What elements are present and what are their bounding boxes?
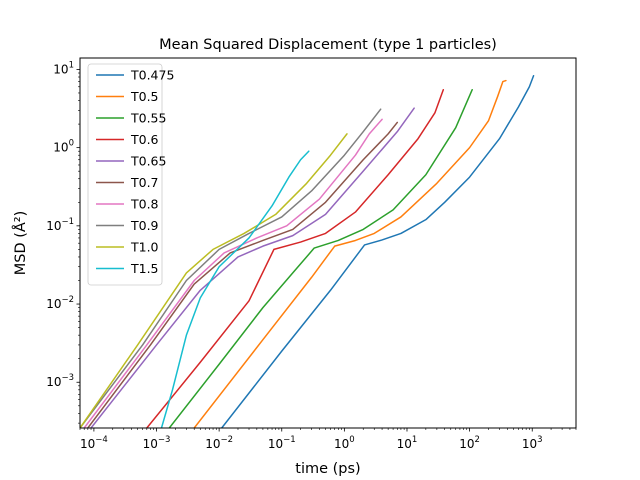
series-line-T0.55 [168,88,473,428]
x-tick-label-exponent: −2 [221,435,234,445]
x-tick-label: 10−1 [268,435,296,451]
x-tick-label-base: 10 [334,437,349,451]
chart-title: Mean Squared Displacement (type 1 partic… [159,37,497,53]
x-tick-label-base: 10 [522,437,537,451]
x-tick-label: 103 [522,435,543,451]
y-tick-label-exponent: −2 [61,295,74,305]
y-tick-label-exponent: 0 [69,139,74,149]
x-tick-label-base: 10 [205,437,220,451]
y-tick-label: 101 [53,60,74,76]
legend-label: T1.5 [130,261,159,276]
series-line-T0.65 [90,107,415,428]
y-tick-label: 100 [53,139,74,155]
legend-label: T0.8 [130,197,159,212]
x-tick-label-base: 10 [397,437,412,451]
y-tick-label-base: 10 [46,219,61,233]
x-tick-label-exponent: −4 [95,435,108,445]
series-line-T1.0 [80,133,348,428]
series-line-T0.9 [80,108,382,428]
y-tick-label: 10−3 [46,373,74,389]
legend-label: T0.55 [130,111,166,126]
series-line-T0.475 [220,75,535,428]
legend-label: T0.9 [130,218,159,233]
y-tick-label-exponent: 1 [69,60,74,70]
x-tick-label: 10−2 [205,435,233,451]
legend-label: T1.0 [130,240,159,255]
series-line-T0.8 [83,118,383,428]
y-tick-label-base: 10 [46,375,61,389]
legend-label: T0.7 [130,175,159,190]
y-tick-label: 10−2 [46,295,74,311]
y-tick-label-base: 10 [53,62,68,76]
x-tick-label-exponent: −3 [158,435,171,445]
x-tick-label-base: 10 [143,437,158,451]
x-tick-label: 100 [334,435,355,451]
y-tick-label-base: 10 [46,297,61,311]
y-tick-label: 10−1 [46,217,74,233]
x-tick-label-exponent: 3 [537,435,542,445]
x-tick-label: 10−4 [80,435,108,451]
x-tick-label-base: 10 [459,437,474,451]
y-tick-label-base: 10 [53,141,68,155]
x-tick-label: 101 [397,435,418,451]
legend-box [87,63,163,286]
y-tick-label-exponent: −3 [61,373,74,383]
x-axis: 10−4 10−3 10−2 10−1 100 101 102 103 [79,428,577,451]
series-line-T0.5 [193,79,507,428]
x-tick-label-base: 10 [80,437,95,451]
series-layer [80,75,535,428]
y-axis-label: MSD (Å²) [12,211,29,276]
x-tick-label: 102 [459,435,480,451]
x-axis-label: time (ps) [295,461,360,477]
legend: T0.475 T0.5 T0.55 T0.6 T0.65 T0.7 T0.8 T0.9 T1.0… [87,63,174,286]
series-line-T0.7 [87,121,399,428]
legend-label: T0.6 [130,132,159,147]
x-tick-label-exponent: 1 [412,435,417,445]
series-line-T1.5 [160,150,310,428]
x-tick-label: 10−3 [143,435,171,451]
y-tick-label-exponent: −1 [61,217,74,227]
series-line-T0.6 [146,88,445,428]
x-tick-label-base: 10 [268,437,283,451]
x-tick-label-exponent: 2 [475,435,480,445]
legend-label: T0.5 [130,89,159,104]
x-tick-label-exponent: −1 [283,435,296,445]
legend-label: T0.65 [130,154,166,169]
legend-label: T0.475 [130,68,174,83]
x-tick-label-exponent: 0 [349,435,354,445]
